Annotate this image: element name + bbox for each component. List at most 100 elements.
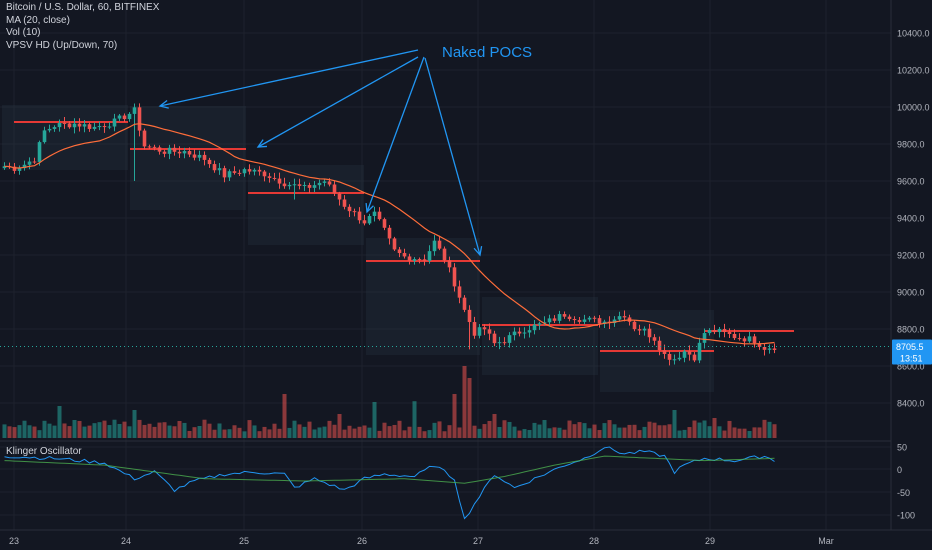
- oscillator-tick-label: -100: [897, 511, 915, 521]
- volume-bar: [247, 420, 252, 438]
- candle-body: [307, 185, 312, 188]
- candle-body: [2, 166, 7, 169]
- candle-body: [702, 333, 707, 343]
- candle-body: [77, 123, 82, 127]
- symbol-title: Bitcoin / U.S. Dollar, 60, BITFINEX: [6, 2, 160, 13]
- candle-body: [372, 211, 377, 217]
- volume-bar: [132, 410, 137, 438]
- candle-body: [357, 211, 362, 221]
- candle-body: [622, 316, 627, 318]
- volume-bar: [82, 426, 87, 438]
- candle-body: [487, 329, 492, 334]
- candle-body: [87, 124, 92, 129]
- candle-body: [637, 329, 642, 331]
- volume-bar: [407, 426, 412, 438]
- volume-bar: [517, 430, 522, 438]
- volume-bar: [342, 429, 347, 438]
- candle-body: [392, 238, 397, 250]
- candle-body: [562, 314, 567, 317]
- candle-body: [72, 123, 77, 128]
- volume-bar: [772, 424, 777, 438]
- volume-bar: [562, 429, 567, 438]
- candle-body: [332, 184, 337, 194]
- volume-bar: [392, 424, 397, 438]
- volume-bar: [237, 427, 242, 438]
- volume-bar: [657, 425, 662, 438]
- volume-bar: [162, 422, 167, 438]
- candle-body: [62, 122, 67, 124]
- candle-body: [117, 115, 122, 119]
- volume-bar: [282, 394, 287, 438]
- candle-body: [312, 185, 317, 188]
- candle-body: [232, 171, 237, 173]
- candle-body: [642, 328, 647, 331]
- volume-bar: [262, 426, 267, 438]
- volume-bar: [107, 425, 112, 438]
- volume-bar: [597, 430, 602, 438]
- oscillator-tick-label: -50: [897, 488, 910, 498]
- candle-body: [147, 146, 152, 148]
- candle-body: [682, 351, 687, 358]
- candle-body: [97, 126, 102, 128]
- vpsv-legend: VPSV HD (Up/Down, 70): [6, 39, 118, 51]
- candle-body: [572, 319, 577, 321]
- klinger-line: [4, 446, 775, 520]
- candle-body: [612, 319, 617, 324]
- volume-bar: [227, 429, 232, 438]
- volume-bar: [57, 406, 62, 438]
- candle-body: [52, 127, 57, 129]
- volume-bar: [627, 424, 632, 438]
- volume-bar: [737, 428, 742, 438]
- candle-body: [567, 316, 572, 320]
- annotation-arrowhead: [158, 99, 169, 109]
- candle-body: [222, 168, 227, 178]
- ma-legend: MA (20, close): [6, 14, 70, 26]
- candle-body: [417, 259, 422, 261]
- price-tick-label: 8600.0: [897, 362, 925, 372]
- volume-bar: [452, 394, 457, 438]
- price-tick-label: 9000.0: [897, 288, 925, 298]
- volume-bar: [112, 419, 117, 438]
- candle-body: [477, 327, 482, 336]
- candle-body: [42, 130, 47, 143]
- volume-bar: [17, 425, 22, 438]
- candle-body: [27, 161, 32, 165]
- candle-body: [587, 317, 592, 320]
- volume-bar: [422, 431, 427, 438]
- candle-body: [742, 338, 747, 342]
- candle-body: [457, 286, 462, 298]
- candle-body: [687, 351, 692, 355]
- candle-body: [122, 115, 127, 120]
- volume-bar: [402, 430, 407, 438]
- time-tick-label: 29: [705, 536, 715, 546]
- oscillator-tick-label: 50: [897, 443, 907, 453]
- vpsv-zone: [366, 238, 480, 355]
- volume-bar: [592, 424, 597, 438]
- candle-body: [192, 154, 197, 158]
- volume-bar: [432, 422, 437, 438]
- volume-bar: [477, 428, 482, 438]
- price-tick-label: 8400.0: [897, 399, 925, 409]
- candle-body: [482, 327, 487, 330]
- candle-body: [522, 332, 527, 334]
- annotation-label: Naked POCS: [442, 44, 533, 61]
- candle-body: [162, 151, 167, 154]
- volume-bar: [622, 427, 627, 438]
- candle-body: [462, 297, 467, 310]
- candle-body: [552, 318, 557, 321]
- price-tag: [892, 339, 932, 365]
- candle-body: [537, 323, 542, 325]
- candle-body: [237, 172, 242, 174]
- annotation-arrowhead: [365, 202, 374, 214]
- volume-bar: [557, 427, 562, 438]
- volume-bar: [702, 420, 707, 438]
- candle-body: [67, 123, 72, 128]
- volume-bar: [187, 430, 192, 438]
- volume-bar: [467, 378, 472, 438]
- volume-bar: [197, 425, 202, 438]
- vpsv-zone: [482, 297, 598, 375]
- candle-body: [37, 142, 42, 162]
- volume-bar: [437, 421, 442, 438]
- volume-bar: [222, 429, 227, 438]
